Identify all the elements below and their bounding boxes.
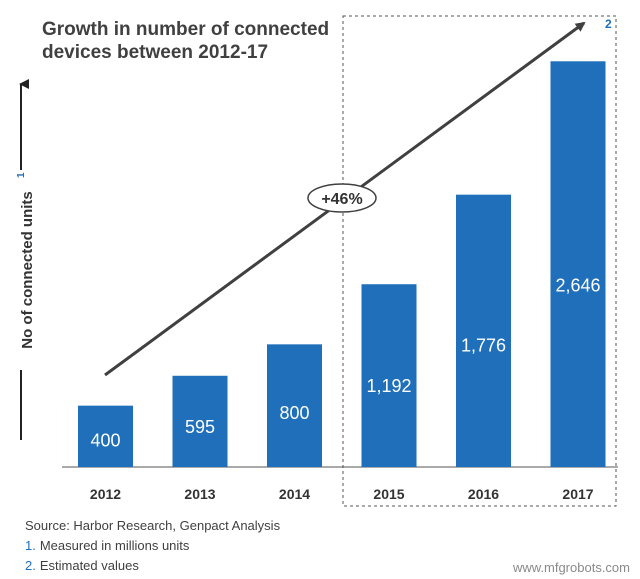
estimated-values-box xyxy=(342,15,617,507)
bar-value-label: 595 xyxy=(185,417,215,437)
bar-2016 xyxy=(456,194,511,467)
x-tick-label: 2013 xyxy=(184,486,215,502)
bar-2015 xyxy=(361,284,417,467)
footnote-1: 1. Measured in millions units xyxy=(25,538,190,553)
y-axis-label-superscript: 1 xyxy=(16,172,27,178)
x-tick-label: 2012 xyxy=(90,486,121,502)
bar-value-label: 2,646 xyxy=(555,275,600,295)
bar-value-label: 1,776 xyxy=(461,335,506,355)
x-tick-label: 2015 xyxy=(373,486,404,502)
x-tick-label: 2017 xyxy=(562,486,593,502)
watermark: www.mfgrobots.com xyxy=(512,560,630,575)
bar-2014 xyxy=(267,344,322,467)
bar-2012 xyxy=(78,405,133,467)
y-axis-label: No of connected units xyxy=(19,191,36,349)
bar-value-label: 400 xyxy=(90,430,120,450)
x-tick-label: 2014 xyxy=(279,486,310,502)
bar-value-label: 1,192 xyxy=(366,376,411,396)
estimated-marker: 2 xyxy=(605,17,612,31)
footnote-2: 2. Estimated values xyxy=(25,558,139,573)
footnotes: Source: Harbor Research, Genpact Analysi… xyxy=(25,516,280,576)
bar-value-label: 800 xyxy=(279,403,309,423)
growth-label: +46% xyxy=(321,191,362,208)
chart-title: Growth in number of connected devices be… xyxy=(42,19,330,63)
bar-2013 xyxy=(172,375,228,467)
source-note: Source: Harbor Research, Genpact Analysi… xyxy=(25,518,281,533)
growth-badge xyxy=(307,183,377,213)
x-tick-label: 2016 xyxy=(468,486,499,502)
bar-2017 xyxy=(550,61,606,467)
